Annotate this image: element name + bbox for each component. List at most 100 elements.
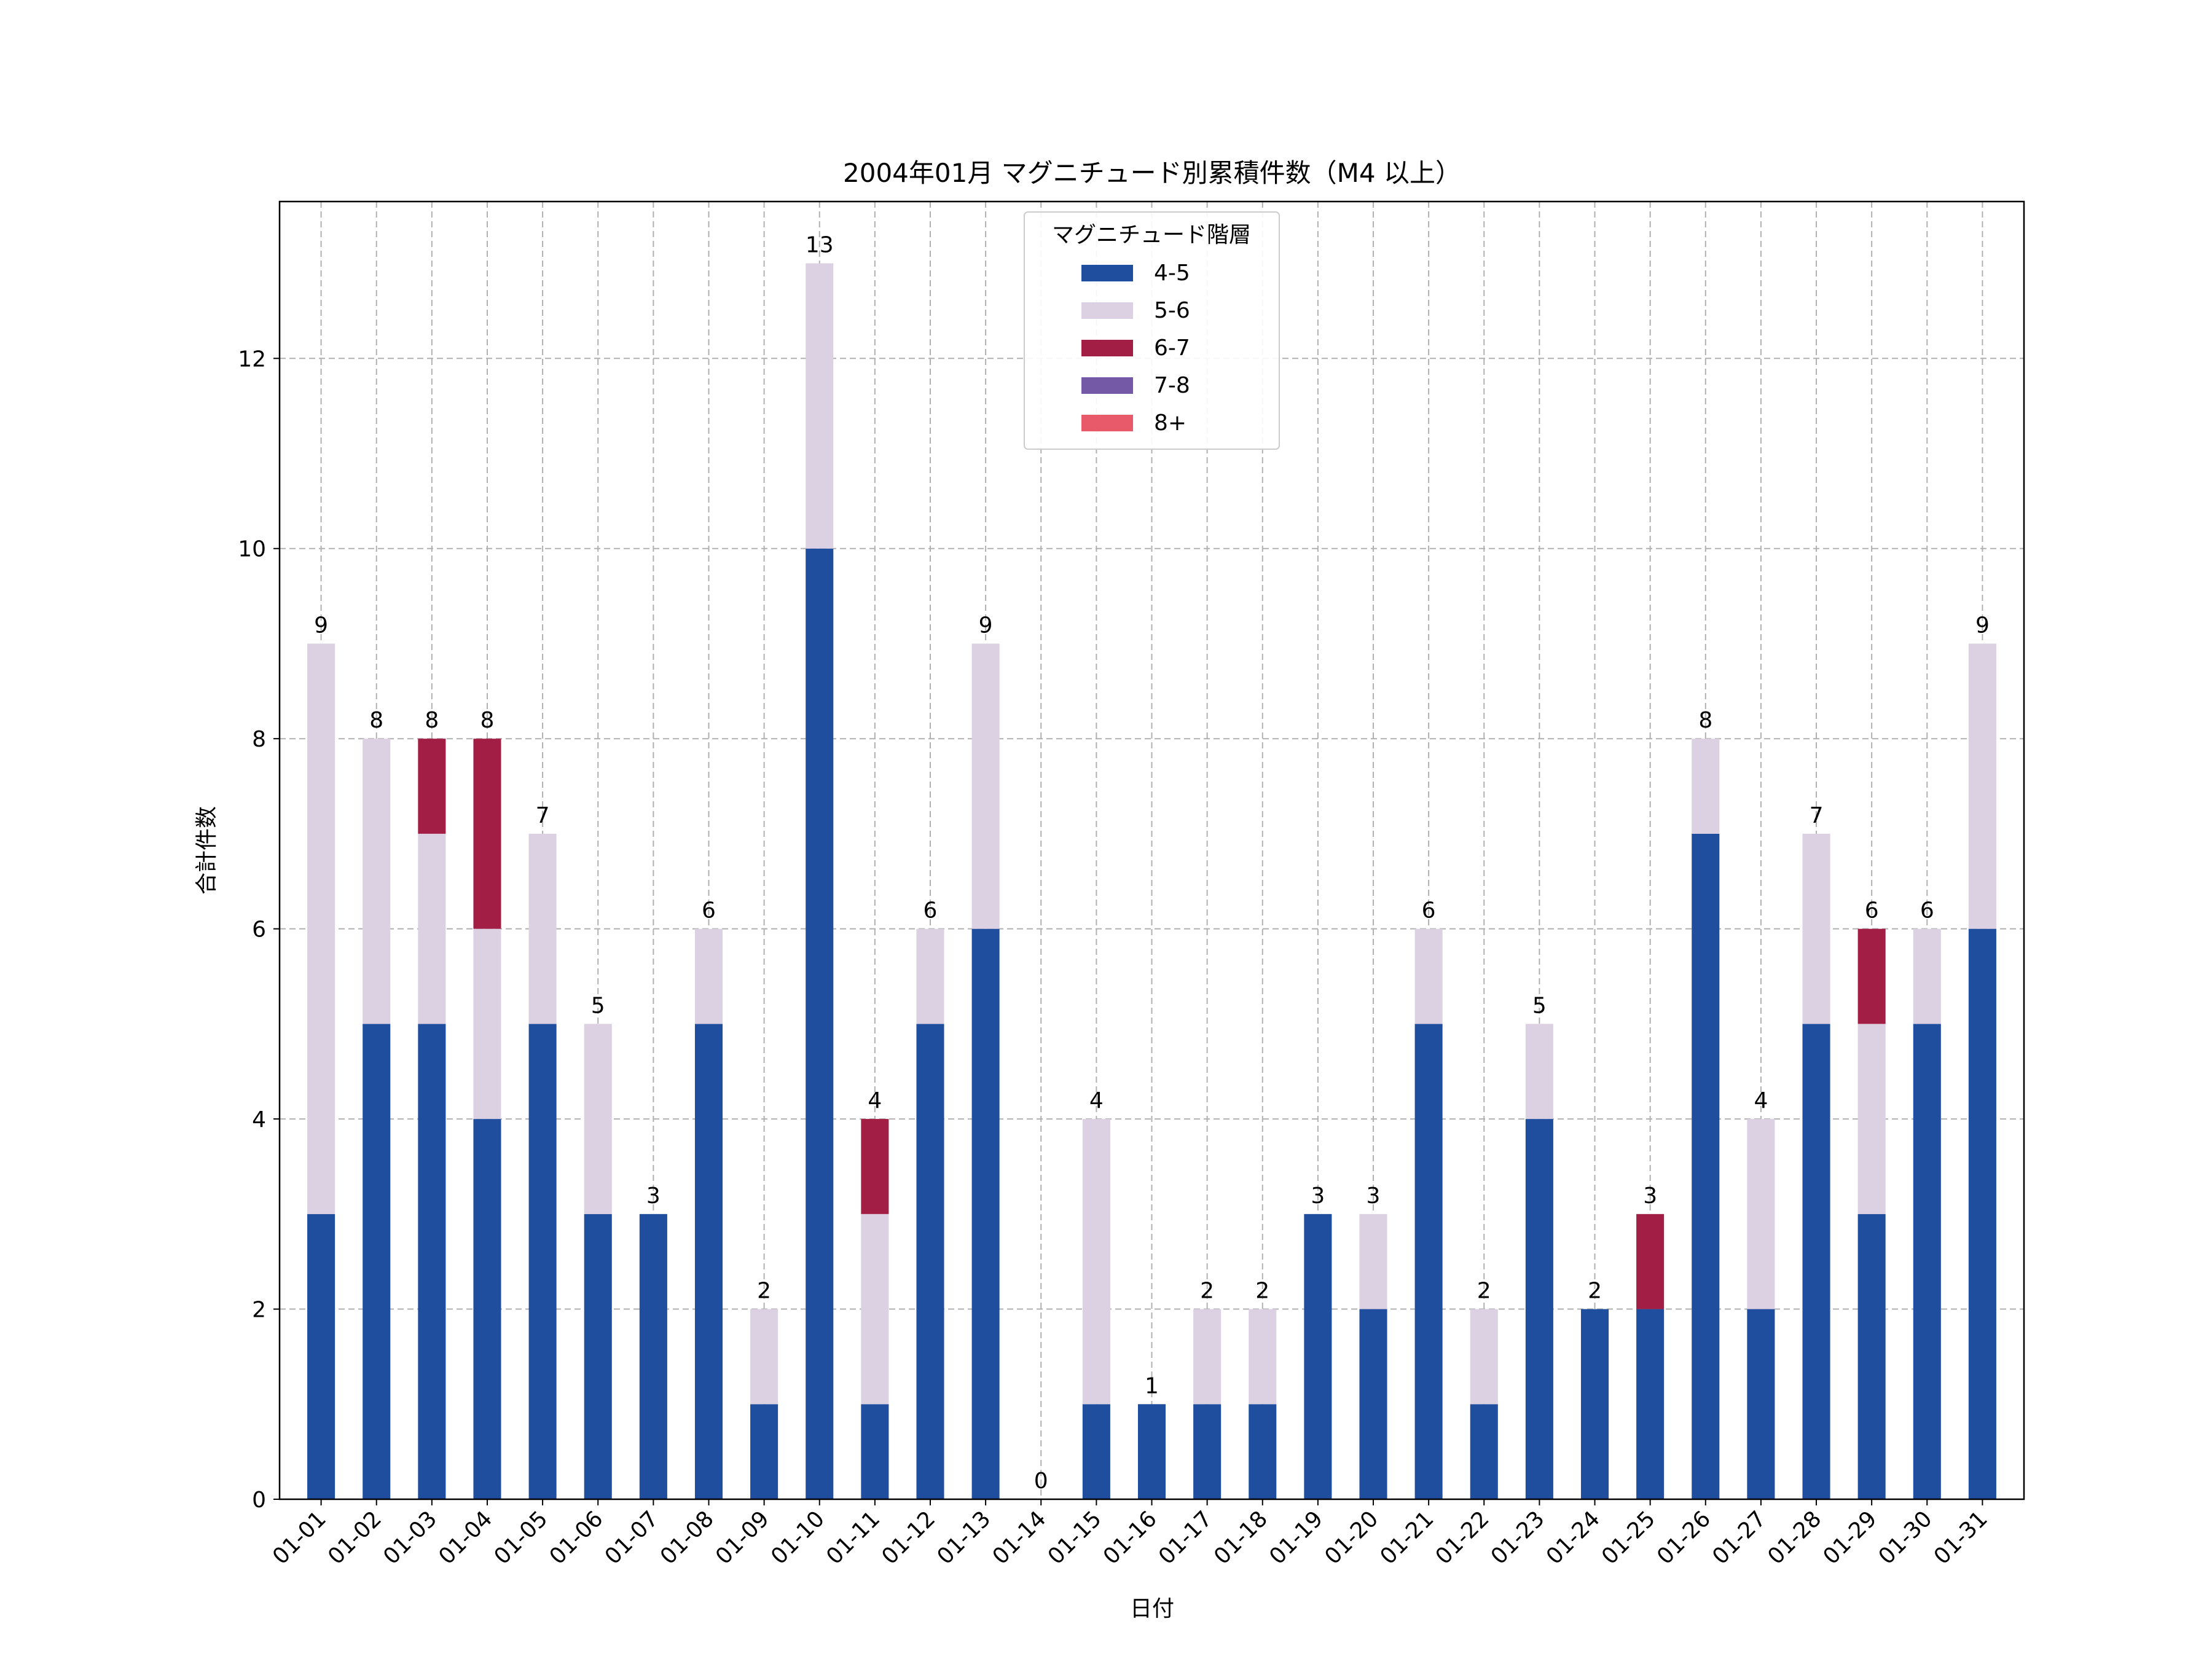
- bar-total-label: 7: [536, 803, 550, 828]
- bar-segment-4-5: [971, 928, 1000, 1499]
- bar-segment-5-6: [1692, 739, 1720, 834]
- bar-segment-5-6: [1193, 1309, 1222, 1405]
- bar-total-label: 6: [1865, 898, 1879, 924]
- bar-total-label: 8: [425, 708, 439, 733]
- y-axis-label: 合計件数: [194, 806, 219, 895]
- chart-title: 2004年01月 マグニチュード別累積件数（M4 以上）: [843, 158, 1461, 188]
- bar-segment-4-5: [1359, 1309, 1387, 1499]
- y-tick-label: 0: [252, 1488, 266, 1513]
- bar-segment-4-5: [1580, 1309, 1609, 1499]
- bar-total-label: 3: [1367, 1183, 1381, 1209]
- y-tick-label: 2: [252, 1298, 266, 1323]
- y-tick-label: 8: [252, 727, 266, 752]
- bar-total-label: 2: [757, 1279, 771, 1304]
- y-tick-label: 12: [238, 347, 266, 372]
- bar-segment-6-7: [861, 1119, 889, 1214]
- bar-total-label: 0: [1034, 1469, 1048, 1494]
- bar-total-label: 6: [1920, 898, 1934, 924]
- bar-segment-5-6: [806, 263, 834, 549]
- legend-swatch-7-8: [1081, 377, 1133, 394]
- bar-segment-4-5: [363, 1024, 391, 1499]
- bar-segment-5-6: [861, 1214, 889, 1405]
- bar-segment-4-5: [307, 1214, 335, 1499]
- legend: マグニチュード階層 4-5 5-6 6-7 7-8 8+: [1024, 211, 1280, 450]
- bar-total-label: 6: [702, 898, 716, 924]
- bar-segment-5-6: [971, 643, 1000, 929]
- bar-segment-5-6: [1470, 1309, 1498, 1405]
- bar-total-label: 2: [1588, 1279, 1602, 1304]
- bar-segment-4-5: [639, 1214, 667, 1499]
- legend-label: 8+: [1154, 410, 1186, 436]
- bar-segment-4-5: [1636, 1309, 1665, 1499]
- bar-segment-4-5: [1249, 1404, 1277, 1499]
- bar-segment-5-6: [1525, 1024, 1553, 1120]
- bar-total-label: 4: [1754, 1088, 1768, 1113]
- bar-segment-5-6: [1249, 1309, 1277, 1405]
- bar-segment-4-5: [418, 1024, 446, 1499]
- bar-segment-5-6: [1857, 1024, 1886, 1214]
- bar-total-label: 9: [1975, 613, 1990, 638]
- legend-swatch-4-5: [1081, 265, 1133, 281]
- bar-segment-4-5: [1414, 1024, 1443, 1499]
- bar-segment-4-5: [1692, 833, 1720, 1499]
- legend-swatch-8+: [1081, 415, 1133, 431]
- bar-total-label: 2: [1200, 1279, 1214, 1304]
- bar-total-label: 5: [591, 993, 605, 1018]
- bar-total-label: 9: [314, 613, 328, 638]
- bar-segment-5-6: [916, 928, 944, 1024]
- legend-label: 4-5: [1154, 261, 1190, 286]
- bar-segment-5-6: [363, 739, 391, 1024]
- bar-segment-4-5: [1802, 1024, 1830, 1499]
- bar-segment-6-7: [1636, 1214, 1665, 1309]
- y-tick-label: 10: [238, 537, 266, 562]
- bar-segment-4-5: [584, 1214, 612, 1499]
- bar-segment-4-5: [1137, 1404, 1166, 1499]
- legend-label: 7-8: [1154, 373, 1190, 398]
- bar-total-label: 4: [868, 1088, 882, 1113]
- bar-segment-4-5: [1747, 1309, 1775, 1499]
- bar-segment-4-5: [528, 1024, 557, 1499]
- bar-total-label: 6: [1422, 898, 1436, 924]
- bar-segment-4-5: [1968, 928, 1996, 1499]
- bar-total-label: 3: [1311, 1183, 1325, 1209]
- legend-label: 6-7: [1154, 335, 1190, 361]
- bar-total-label: 8: [369, 708, 383, 733]
- bar-segment-4-5: [1193, 1404, 1222, 1499]
- y-tick-label: 6: [252, 917, 266, 943]
- bar-total-label: 8: [480, 708, 495, 733]
- bar-segment-6-7: [473, 739, 501, 929]
- bars-layer: [307, 263, 1996, 1499]
- bar-total-label: 13: [806, 233, 834, 258]
- bar-segment-6-7: [1857, 928, 1886, 1024]
- bar-segment-5-6: [750, 1309, 779, 1405]
- bar-total-label: 2: [1255, 1279, 1269, 1304]
- bar-segment-4-5: [1857, 1214, 1886, 1499]
- bar-segment-5-6: [473, 928, 501, 1120]
- bar-segment-5-6: [1802, 833, 1830, 1024]
- legend-title: マグニチュード階層: [1052, 222, 1251, 248]
- legend-swatch-6-7: [1081, 340, 1133, 356]
- y-tick-label: 4: [252, 1107, 266, 1132]
- y-axis: 0 2 4 6 8 10 12: [238, 347, 280, 1513]
- bar-segment-5-6: [1359, 1214, 1387, 1309]
- bar-segment-5-6: [694, 928, 723, 1024]
- bar-segment-5-6: [584, 1024, 612, 1214]
- bar-total-label: 3: [1643, 1183, 1657, 1209]
- bar-segment-5-6: [1913, 928, 1941, 1024]
- bar-segment-4-5: [1304, 1214, 1332, 1499]
- bar-total-label: 2: [1477, 1279, 1491, 1304]
- bar-segment-5-6: [528, 833, 557, 1024]
- bar-segment-4-5: [750, 1404, 779, 1499]
- bar-total-label: 9: [979, 613, 993, 638]
- bar-segment-4-5: [1082, 1404, 1110, 1499]
- bar-segment-4-5: [694, 1024, 723, 1499]
- bar-segment-5-6: [418, 833, 446, 1024]
- data-labels-layer: 9 8 8 8 7 5 3 6 2 13 4 6 9 0 4 1 2 2 3 3 6 2 5 2 3 8 4 7 6 6 9: [314, 233, 1990, 1494]
- bar-segment-4-5: [1470, 1404, 1498, 1499]
- legend-label: 5-6: [1154, 298, 1190, 323]
- bar-segment-5-6: [1414, 928, 1443, 1024]
- bar-total-label: 4: [1089, 1088, 1104, 1113]
- legend-items: 4-5 5-6 6-7 7-8 8+: [1081, 261, 1190, 436]
- bar-segment-4-5: [1913, 1024, 1941, 1499]
